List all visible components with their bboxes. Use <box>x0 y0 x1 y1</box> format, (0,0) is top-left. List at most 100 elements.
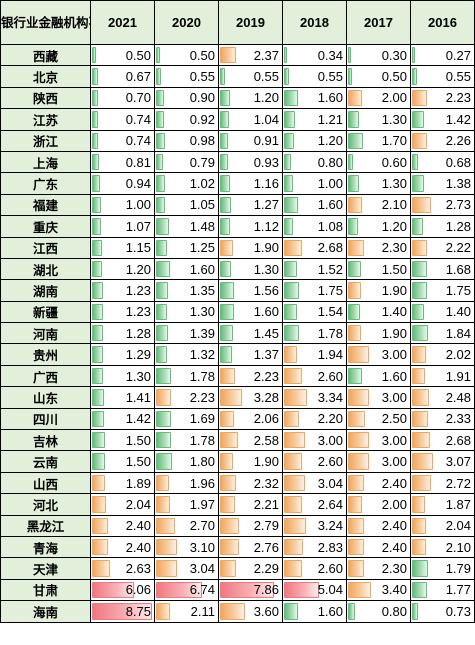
table-row: 青海 2.40 3.10 2.76 2.83 2.40 2.10 <box>0 535 475 559</box>
data-bar <box>348 111 359 128</box>
rate-value: 1.45 <box>253 325 279 341</box>
value-cell: 1.75 <box>282 279 347 302</box>
rate-value: 1.12 <box>253 218 279 234</box>
rate-value: 2.76 <box>253 539 279 555</box>
rate-value: 2.04 <box>125 496 151 512</box>
rate-value: 1.96 <box>189 475 215 491</box>
region-cell: 贵州 <box>0 343 91 366</box>
rate-value: 1.78 <box>189 432 215 448</box>
value-cell: 2.76 <box>218 535 283 559</box>
value-cell: 0.50 <box>90 43 155 67</box>
data-bar <box>92 474 105 492</box>
value-cell: 1.70 <box>346 129 411 152</box>
rate-value: 3.00 <box>381 454 407 470</box>
value-cell: 0.30 <box>346 43 411 67</box>
rate-value: 2.40 <box>381 475 407 491</box>
table-row: 黑龙江 2.40 2.70 2.79 3.24 2.40 2.04 <box>0 514 475 537</box>
rate-value: 2.30 <box>381 240 407 256</box>
data-bar <box>412 603 418 620</box>
value-cell: 1.04 <box>218 108 283 131</box>
data-bar <box>412 89 427 107</box>
data-bar <box>156 282 168 299</box>
table-row: 山东 1.41 2.23 3.28 3.34 3.00 2.48 <box>0 386 475 409</box>
table-row: 北京 0.67 0.55 0.55 0.55 0.50 0.55 <box>0 65 475 88</box>
data-bar <box>92 303 103 321</box>
rate-value: 2.63 <box>125 561 151 577</box>
rate-value: 1.15 <box>125 240 151 256</box>
data-bar <box>92 196 101 214</box>
rate-value: 1.16 <box>253 176 279 192</box>
rate-value: 3.00 <box>381 389 407 405</box>
rate-value: 1.56 <box>253 282 279 298</box>
rate-value: 1.42 <box>445 111 471 127</box>
data-bar <box>412 453 433 470</box>
data-bar <box>412 560 428 577</box>
rate-value: 3.40 <box>381 582 407 598</box>
rate-value: 0.81 <box>125 154 151 170</box>
value-cell: 1.05 <box>154 193 219 217</box>
data-bar <box>220 325 233 342</box>
data-bar <box>348 581 371 599</box>
rate-value: 1.60 <box>189 261 215 277</box>
value-cell: 1.48 <box>154 215 219 238</box>
value-cell: 1.60 <box>282 193 347 217</box>
data-bar <box>92 153 99 171</box>
value-cell: 1.08 <box>282 215 347 238</box>
rate-value: 1.75 <box>317 282 343 298</box>
value-cell: 1.84 <box>410 322 475 345</box>
value-cell: 1.30 <box>90 364 155 388</box>
value-cell: 7.86 <box>218 578 283 602</box>
value-cell: 2.30 <box>346 557 411 580</box>
rate-value: 1.80 <box>189 454 215 470</box>
rate-value: 1.78 <box>317 325 343 341</box>
rate-value: 6.06 <box>125 582 151 598</box>
data-bar <box>220 239 233 256</box>
rate-value: 1.69 <box>189 411 215 427</box>
rate-value: 1.84 <box>445 325 471 341</box>
data-bar <box>92 389 104 406</box>
table-row: 河北 2.04 1.97 2.21 2.64 2.00 1.87 <box>0 493 475 516</box>
value-cell: 1.89 <box>90 471 155 495</box>
region-cell: 重庆 <box>0 215 91 238</box>
value-cell: 1.20 <box>282 129 347 152</box>
data-bar <box>220 367 235 385</box>
rate-value: 2.40 <box>381 539 407 555</box>
data-bar <box>348 453 369 470</box>
rate-value: 1.75 <box>445 282 471 298</box>
value-cell: 1.90 <box>218 236 283 259</box>
rate-value: 2.26 <box>445 133 471 149</box>
data-bar <box>348 538 364 556</box>
rate-value: 0.80 <box>317 154 343 170</box>
value-cell: 1.20 <box>90 257 155 281</box>
value-cell: 2.30 <box>346 236 411 259</box>
rate-value: 0.93 <box>253 154 279 170</box>
data-bar <box>220 560 236 577</box>
value-cell: 1.32 <box>154 343 219 366</box>
data-bar <box>92 453 105 470</box>
value-cell: 2.06 <box>218 407 283 431</box>
rate-value: 1.40 <box>381 304 407 320</box>
data-bar <box>156 538 177 556</box>
value-cell: 2.68 <box>410 429 475 452</box>
region-cell: 湖北 <box>0 257 91 281</box>
rate-value: 0.60 <box>381 154 407 170</box>
rate-value: 0.30 <box>381 47 407 63</box>
value-cell: 2.60 <box>282 557 347 580</box>
data-bar <box>348 367 362 385</box>
data-bar <box>348 517 364 534</box>
data-bar <box>156 111 164 128</box>
data-bar <box>284 153 291 171</box>
rate-value: 1.28 <box>125 325 151 341</box>
rate-value: 1.07 <box>125 218 151 234</box>
data-bar <box>348 239 364 256</box>
table-row: 重庆 1.07 1.48 1.12 1.08 1.20 1.28 <box>0 215 475 238</box>
rate-value: 2.70 <box>189 518 215 534</box>
value-cell: 3.04 <box>282 471 347 495</box>
value-cell: 1.12 <box>218 215 283 238</box>
rate-value: 2.40 <box>125 518 151 534</box>
table-row: 福建 1.00 1.05 1.27 1.60 2.10 2.73 <box>0 193 475 217</box>
data-bar <box>412 389 429 406</box>
table-row: 四川 1.42 1.69 2.06 2.20 2.50 2.33 <box>0 407 475 431</box>
region-cell: 海南 <box>0 600 91 623</box>
rate-value: 1.50 <box>381 261 407 277</box>
